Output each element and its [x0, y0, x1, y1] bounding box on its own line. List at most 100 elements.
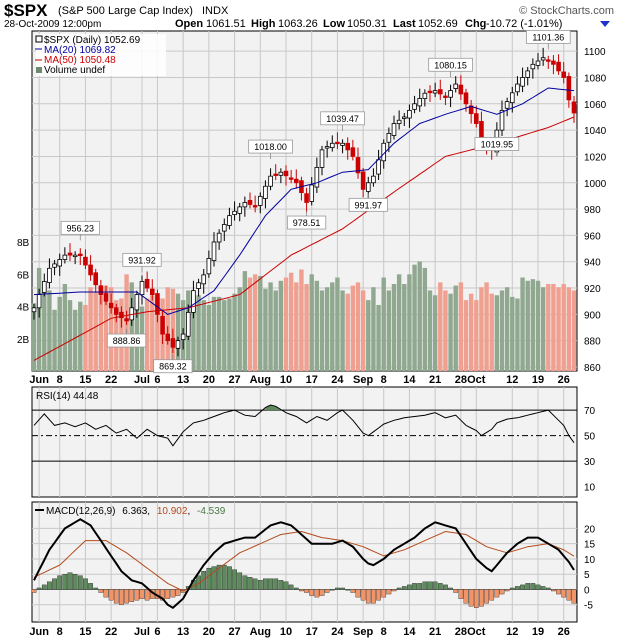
candle-body: [407, 109, 412, 119]
annotation-label: 1039.47: [326, 114, 359, 124]
candle-body: [473, 113, 479, 124]
volume-bar: [453, 285, 458, 371]
histogram-bar: [494, 589, 500, 598]
chg-value: -10.72 (-1.01%): [486, 18, 562, 30]
candle-body: [47, 267, 52, 283]
histogram-bar: [160, 589, 165, 601]
macd-panel: [31, 501, 578, 623]
histogram-bar: [309, 589, 315, 596]
candle-body: [88, 264, 93, 276]
histogram-bar: [206, 567, 212, 590]
macd-axis: -5 0 5 10 15 20: [584, 524, 596, 611]
histogram-bar: [561, 589, 567, 598]
candle-body: [232, 210, 237, 216]
date-tick-label: 20: [203, 626, 215, 638]
volume-bar: [556, 287, 561, 371]
chg-label: Chg: [465, 18, 486, 30]
volume-bar: [463, 300, 469, 371]
candle-body: [278, 171, 284, 176]
candle-body: [340, 142, 345, 146]
candle-body: [108, 302, 114, 309]
histogram-bar: [443, 584, 448, 590]
candle-body: [448, 90, 453, 98]
histogram-bar: [324, 589, 330, 593]
date-tick-label: Oct: [467, 374, 486, 386]
price-tick-label: 980: [584, 205, 601, 216]
macd-histogram: [31, 564, 577, 608]
volume-bar: [432, 295, 438, 371]
volume-bar: [484, 282, 489, 371]
volume-bar: [78, 301, 83, 371]
price-tick-label: 1000: [584, 179, 607, 190]
rsi-tick-label: 30: [584, 457, 596, 468]
volume-bar: [520, 277, 525, 371]
price-tick-label: 920: [584, 284, 601, 295]
volume-bar: [479, 287, 484, 371]
volume-bar: [376, 304, 381, 371]
histogram-bar: [273, 578, 279, 590]
histogram-bar: [530, 583, 536, 590]
volume-axis: 2B 4B 6B 8B: [17, 238, 30, 346]
date-time: 28-Oct-2009 12:00pm: [4, 19, 101, 30]
volume-bar: [515, 298, 520, 371]
volume-bar: [561, 284, 566, 371]
candle-body: [427, 90, 433, 94]
volume-bar: [468, 293, 474, 371]
candle-body: [113, 307, 119, 315]
candle-body: [67, 252, 73, 256]
macd-tick-label: 5: [584, 570, 590, 581]
histogram-bar: [144, 589, 150, 601]
date-tick-label: 26: [558, 626, 570, 638]
histogram-bar: [119, 589, 124, 605]
date-tick-label: 8: [381, 626, 387, 638]
rsi-panel: [31, 386, 578, 498]
candle-body: [530, 63, 536, 70]
histogram-bar: [540, 586, 546, 590]
date-tick-label: 21: [429, 626, 441, 638]
histogram-bar: [52, 578, 57, 590]
histogram-bar: [88, 583, 93, 590]
volume-bar: [206, 304, 212, 371]
candle-body: [160, 316, 165, 335]
high-label: High: [251, 18, 276, 30]
histogram-bar: [288, 584, 294, 590]
candle-body: [41, 281, 47, 293]
candle-body: [134, 294, 140, 311]
candle-body: [57, 259, 63, 267]
date-tick-label: 28: [455, 626, 467, 638]
histogram-bar: [31, 589, 37, 593]
candle-icon: [35, 35, 43, 43]
date-tick-label: 17: [306, 374, 318, 386]
annotation-label: 888.86: [113, 336, 141, 346]
volume-bar: [371, 287, 376, 371]
legend-volume: Volume undef: [44, 65, 105, 76]
histogram-bar: [72, 574, 78, 590]
histogram-bar: [427, 581, 433, 590]
annotation-label: 1080.15: [434, 60, 467, 70]
volume-bar: [150, 295, 155, 371]
candle-body: [515, 83, 520, 93]
volume-bar: [247, 277, 253, 371]
candle-body: [525, 70, 531, 78]
signal-line: [33, 530, 575, 592]
histogram-bar: [329, 589, 335, 591]
volume-bar: [47, 290, 52, 371]
histogram-bar: [237, 572, 243, 590]
volume-bar: [72, 309, 78, 371]
volume-bar: [42, 287, 47, 371]
histogram-bar: [535, 584, 541, 590]
candle-body: [103, 293, 109, 302]
annotation-label: 931.92: [128, 255, 156, 265]
volume-bar: [237, 287, 242, 371]
histogram-bar: [345, 589, 351, 591]
macd-tick-label: 10: [584, 555, 596, 566]
volume-bar: [340, 290, 345, 371]
candle-body: [221, 224, 227, 232]
volume-bar: [67, 300, 73, 371]
candle-body: [237, 206, 243, 214]
candle-body: [432, 90, 438, 94]
annotation-box: [60, 220, 100, 235]
volume-bar: [571, 290, 577, 371]
date-tick-label: Aug: [250, 374, 271, 386]
candle-body: [386, 133, 392, 143]
